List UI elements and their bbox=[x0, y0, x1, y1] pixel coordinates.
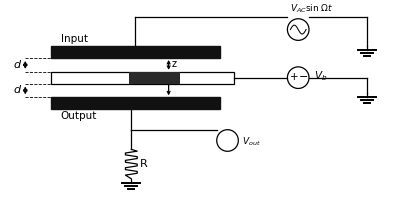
Text: +: + bbox=[290, 72, 299, 82]
Bar bbox=[51, 72, 234, 84]
Text: d: d bbox=[14, 60, 21, 70]
Text: d: d bbox=[14, 86, 21, 95]
Text: $V_{AC}$sin $\Omega t$: $V_{AC}$sin $\Omega t$ bbox=[290, 2, 334, 15]
Bar bbox=[51, 97, 220, 109]
Text: Input: Input bbox=[61, 34, 88, 44]
Text: Output: Output bbox=[61, 111, 97, 121]
Text: R: R bbox=[140, 159, 148, 169]
Text: $V_b$: $V_b$ bbox=[314, 69, 327, 83]
Text: z: z bbox=[172, 59, 177, 69]
Text: −: − bbox=[299, 72, 308, 82]
Text: $V_{out}$: $V_{out}$ bbox=[242, 135, 261, 148]
Bar bbox=[129, 72, 181, 84]
Bar bbox=[51, 46, 220, 58]
